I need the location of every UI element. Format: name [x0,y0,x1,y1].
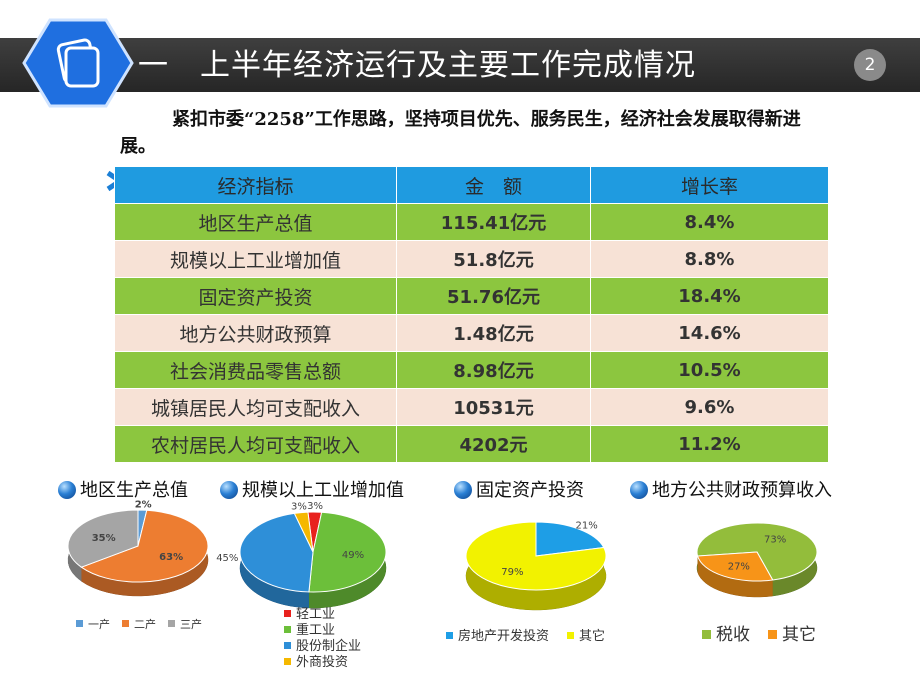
indicator-cell: 地区生产总值 [114,203,397,241]
pie-data-label: 35% [92,533,116,544]
pie-chart-gdp: 2% 63% 35% [67,500,209,597]
table-row: 地方公共财政预算 1.48亿元 14.6% [114,314,829,352]
legend-item: 一产 [76,616,110,632]
amount-cell: 115.41亿元 [396,203,591,241]
pie-chart-industry: 3% 49% 45% 3% [216,501,387,609]
globe-bullet-icon [630,481,648,499]
legend-item: 二产 [122,616,156,632]
legend-item: 重工业 [284,623,361,639]
table-row: 社会消费品零售总额 8.98亿元 10.5% [114,351,829,389]
pie-data-label: 63% [159,552,183,563]
table-row: 固定资产投资 51.76亿元 18.4% [114,277,829,315]
pie-data-label: 49% [342,550,364,561]
pie-slice [465,521,607,591]
growth-cell: 11.2% [590,425,829,463]
amount-cell: 4202元 [396,425,591,463]
growth-cell: 10.5% [590,351,829,389]
column-header-indicator: 经济指标 [114,166,397,204]
table-row: 城镇居民人均可支配收入 10531元 9.6% [114,388,829,426]
amount-cell: 10531元 [396,388,591,426]
pie-data-label: 3% [307,501,323,512]
legend-item: 外商投资 [284,655,361,671]
title-bar [0,38,920,92]
pie-slice [293,511,314,553]
legend-item: 其它 [768,620,816,645]
amount-cell: 8.98亿元 [396,351,591,389]
indicator-cell: 地方公共财政预算 [114,314,397,352]
pie-data-label: 3% [291,501,307,512]
globe-bullet-icon [220,481,238,499]
economic-indicators-table: 经济指标 金 额 增长率 地区生产总值 115.41亿元 8.4% 规模以上工业… [114,166,829,463]
pie-legend-investment: 房地产开发投资 其它 [446,625,605,644]
growth-cell: 18.4% [590,277,829,315]
growth-cell: 14.6% [590,314,829,352]
pie-data-label: 2% [135,500,152,511]
intro-text: 紧扣市委“2258”工作思路，坚持项目优先、服务民生，经济社会发展取得新进展。 [120,109,801,157]
legend-item: 股份制企业 [284,639,361,655]
indicator-cell: 规模以上工业增加值 [114,240,397,278]
pie-legend-gdp: 一产 二产 三产 [76,616,202,632]
pie-data-label: 21% [576,520,598,531]
pie-slice [696,522,818,581]
indicator-cell: 城镇居民人均可支配收入 [114,388,397,426]
pie-title-gdp: 地区生产总值 [58,478,188,504]
legend-item: 三产 [168,616,202,632]
amount-cell: 51.76亿元 [396,277,591,315]
legend-item: 其它 [567,625,605,644]
growth-cell: 8.4% [590,203,829,241]
pie-slice-wall [697,556,773,597]
slides-icon [22,18,134,108]
pie-slice [67,509,139,568]
column-header-amount: 金 额 [396,166,591,204]
pie-chart-budget: 73% 27% [696,522,818,598]
pie-title-budget: 地方公共财政预算收入 [630,478,832,504]
column-header-growth: 增长率 [590,166,829,204]
legend-item: 轻工业 [284,607,361,623]
pie-data-label: 79% [501,567,523,578]
pie-data-label: 27% [728,561,750,572]
pie-slice [696,551,774,582]
pie-title-investment: 固定资产投资 [454,478,584,504]
table-header-row: 经济指标 金 额 增长率 [114,166,829,204]
pie-slice [239,512,314,593]
pie-chart-investment: 21% 79% [465,520,607,611]
indicator-cell: 固定资产投资 [114,277,397,315]
pie-title-industry: 规模以上工业增加值 [220,478,404,504]
growth-cell: 8.8% [590,240,829,278]
table-row: 地区生产总值 115.41亿元 8.4% [114,203,829,241]
pie-data-label: 73% [764,535,786,546]
amount-cell: 1.48亿元 [396,314,591,352]
table-row: 规模以上工业增加值 51.8亿元 8.8% [114,240,829,278]
globe-bullet-icon [454,481,472,499]
pie-legend-industry: 轻工业 重工业 股份制企业 外商投资 [284,607,361,671]
pie-data-label: 45% [216,553,238,564]
pie-slice [308,511,387,593]
indicator-cell: 社会消费品零售总额 [114,351,397,389]
pie-slice [535,521,605,557]
pie-slice [80,509,209,583]
globe-bullet-icon [58,481,76,499]
pie-slice-wall [81,510,208,596]
pie-legend-budget: 税收 其它 [702,620,816,645]
amount-cell: 51.8亿元 [396,240,591,278]
table-row: 农村居民人均可支配收入 4202元 11.2% [114,425,829,463]
legend-item: 税收 [702,620,750,645]
growth-cell: 9.6% [590,388,829,426]
legend-item: 房地产开发投资 [446,625,549,644]
page-title: 一 上半年经济运行及主要工作完成情况 [138,48,696,83]
indicator-cell: 农村居民人均可支配收入 [114,425,397,463]
page-number-badge: 2 [854,49,886,81]
